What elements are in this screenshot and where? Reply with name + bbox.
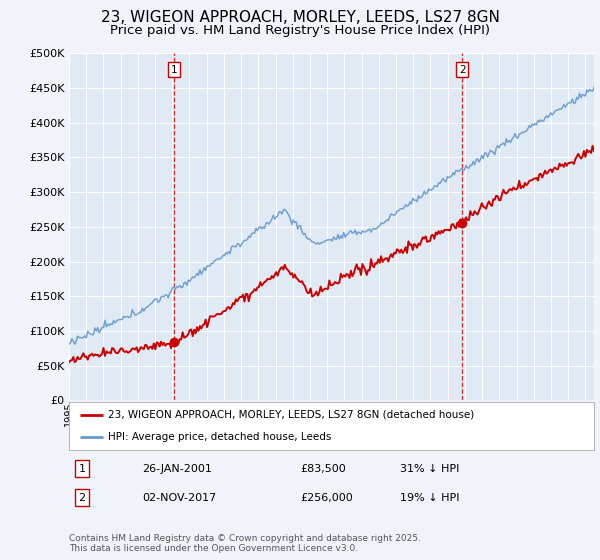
Text: Contains HM Land Registry data © Crown copyright and database right 2025.
This d: Contains HM Land Registry data © Crown c… xyxy=(69,534,421,553)
Text: 19% ↓ HPI: 19% ↓ HPI xyxy=(400,493,459,502)
Text: 1: 1 xyxy=(79,464,86,474)
Text: 23, WIGEON APPROACH, MORLEY, LEEDS, LS27 8GN: 23, WIGEON APPROACH, MORLEY, LEEDS, LS27… xyxy=(101,10,499,25)
Text: 31% ↓ HPI: 31% ↓ HPI xyxy=(400,464,459,474)
Text: 26-JAN-2001: 26-JAN-2001 xyxy=(143,464,212,474)
Text: 2: 2 xyxy=(459,65,466,75)
Text: £256,000: £256,000 xyxy=(300,493,353,502)
Text: Price paid vs. HM Land Registry's House Price Index (HPI): Price paid vs. HM Land Registry's House … xyxy=(110,24,490,36)
Text: 1: 1 xyxy=(170,65,177,75)
Text: £83,500: £83,500 xyxy=(300,464,346,474)
Text: 2: 2 xyxy=(79,493,86,502)
Text: 02-NOV-2017: 02-NOV-2017 xyxy=(143,493,217,502)
Text: HPI: Average price, detached house, Leeds: HPI: Average price, detached house, Leed… xyxy=(109,432,332,442)
Text: 23, WIGEON APPROACH, MORLEY, LEEDS, LS27 8GN (detached house): 23, WIGEON APPROACH, MORLEY, LEEDS, LS27… xyxy=(109,410,475,420)
